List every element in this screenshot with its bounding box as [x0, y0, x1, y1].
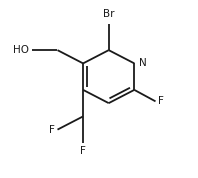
Text: F: F	[158, 96, 164, 106]
Text: Br: Br	[103, 9, 114, 19]
Text: HO: HO	[13, 45, 29, 55]
Text: F: F	[49, 125, 55, 135]
Text: F: F	[80, 146, 86, 156]
Text: N: N	[139, 58, 147, 68]
